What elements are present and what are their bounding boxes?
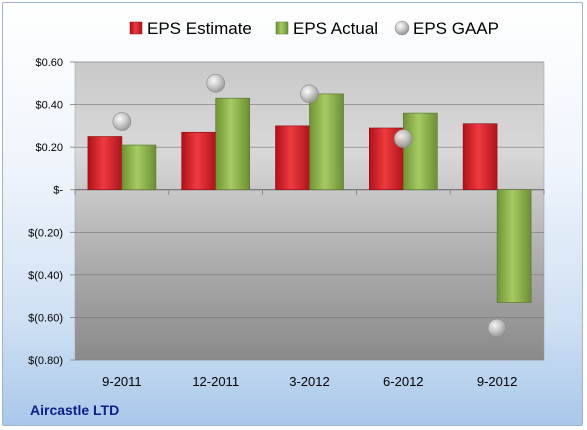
bar-eps-estimate xyxy=(181,131,216,191)
bars xyxy=(87,93,532,303)
x-tick-label: 3-2012 xyxy=(289,374,329,389)
x-tick-label: 9-2011 xyxy=(102,374,142,389)
x-tick-label: 12-2011 xyxy=(192,374,239,389)
gaap-markers xyxy=(112,73,507,338)
marker-eps-gaap xyxy=(487,318,507,338)
x-axis-labels: 9-2011 12-2011 3-2012 6-2012 9-2012 xyxy=(74,189,545,389)
bar-eps-actual xyxy=(121,144,157,191)
legend-label: EPS GAAP xyxy=(413,19,499,38)
y-tick-label: $(0.20) xyxy=(28,227,63,239)
marker-eps-gaap xyxy=(112,112,132,131)
y-tick-label: $- xyxy=(53,185,63,197)
bar-eps-estimate xyxy=(462,123,498,191)
bar-eps-actual xyxy=(309,93,344,191)
bar-eps-estimate xyxy=(87,136,123,191)
marker-eps-gaap xyxy=(393,129,413,148)
y-tick-label: $0.60 xyxy=(35,57,63,69)
legend-label: EPS Estimate xyxy=(147,19,252,38)
y-tick-label: $(0.80) xyxy=(28,355,63,367)
x-tick-label: 6-2012 xyxy=(383,374,423,389)
bar-eps-actual xyxy=(496,189,532,303)
y-tick-label: $0.20 xyxy=(35,142,63,154)
marker-eps-gaap xyxy=(300,84,319,104)
legend: EPS Estimate EPS Actual EPS GAAP xyxy=(129,19,499,38)
legend-swatch-gaap xyxy=(394,20,410,36)
legend-swatch-estimate xyxy=(129,21,143,35)
bar-eps-estimate xyxy=(275,125,310,191)
x-tick-label: 9-2012 xyxy=(477,374,517,389)
y-tick-label: $(0.60) xyxy=(28,312,63,324)
y-tick-label: $0.40 xyxy=(35,100,63,112)
company-label: Aircastle LTD xyxy=(30,402,120,418)
legend-label: EPS Actual xyxy=(293,19,378,38)
bar-eps-actual xyxy=(402,112,438,191)
y-tick-label: $(0.40) xyxy=(28,270,63,282)
legend-swatch-actual xyxy=(275,21,289,35)
bar-eps-actual xyxy=(215,97,250,191)
marker-eps-gaap xyxy=(206,73,225,93)
y-axis-ticks: $0.60 $0.40 $0.20 $- $(0.20) $(0.40) $(0.60) $(… xyxy=(28,57,75,367)
